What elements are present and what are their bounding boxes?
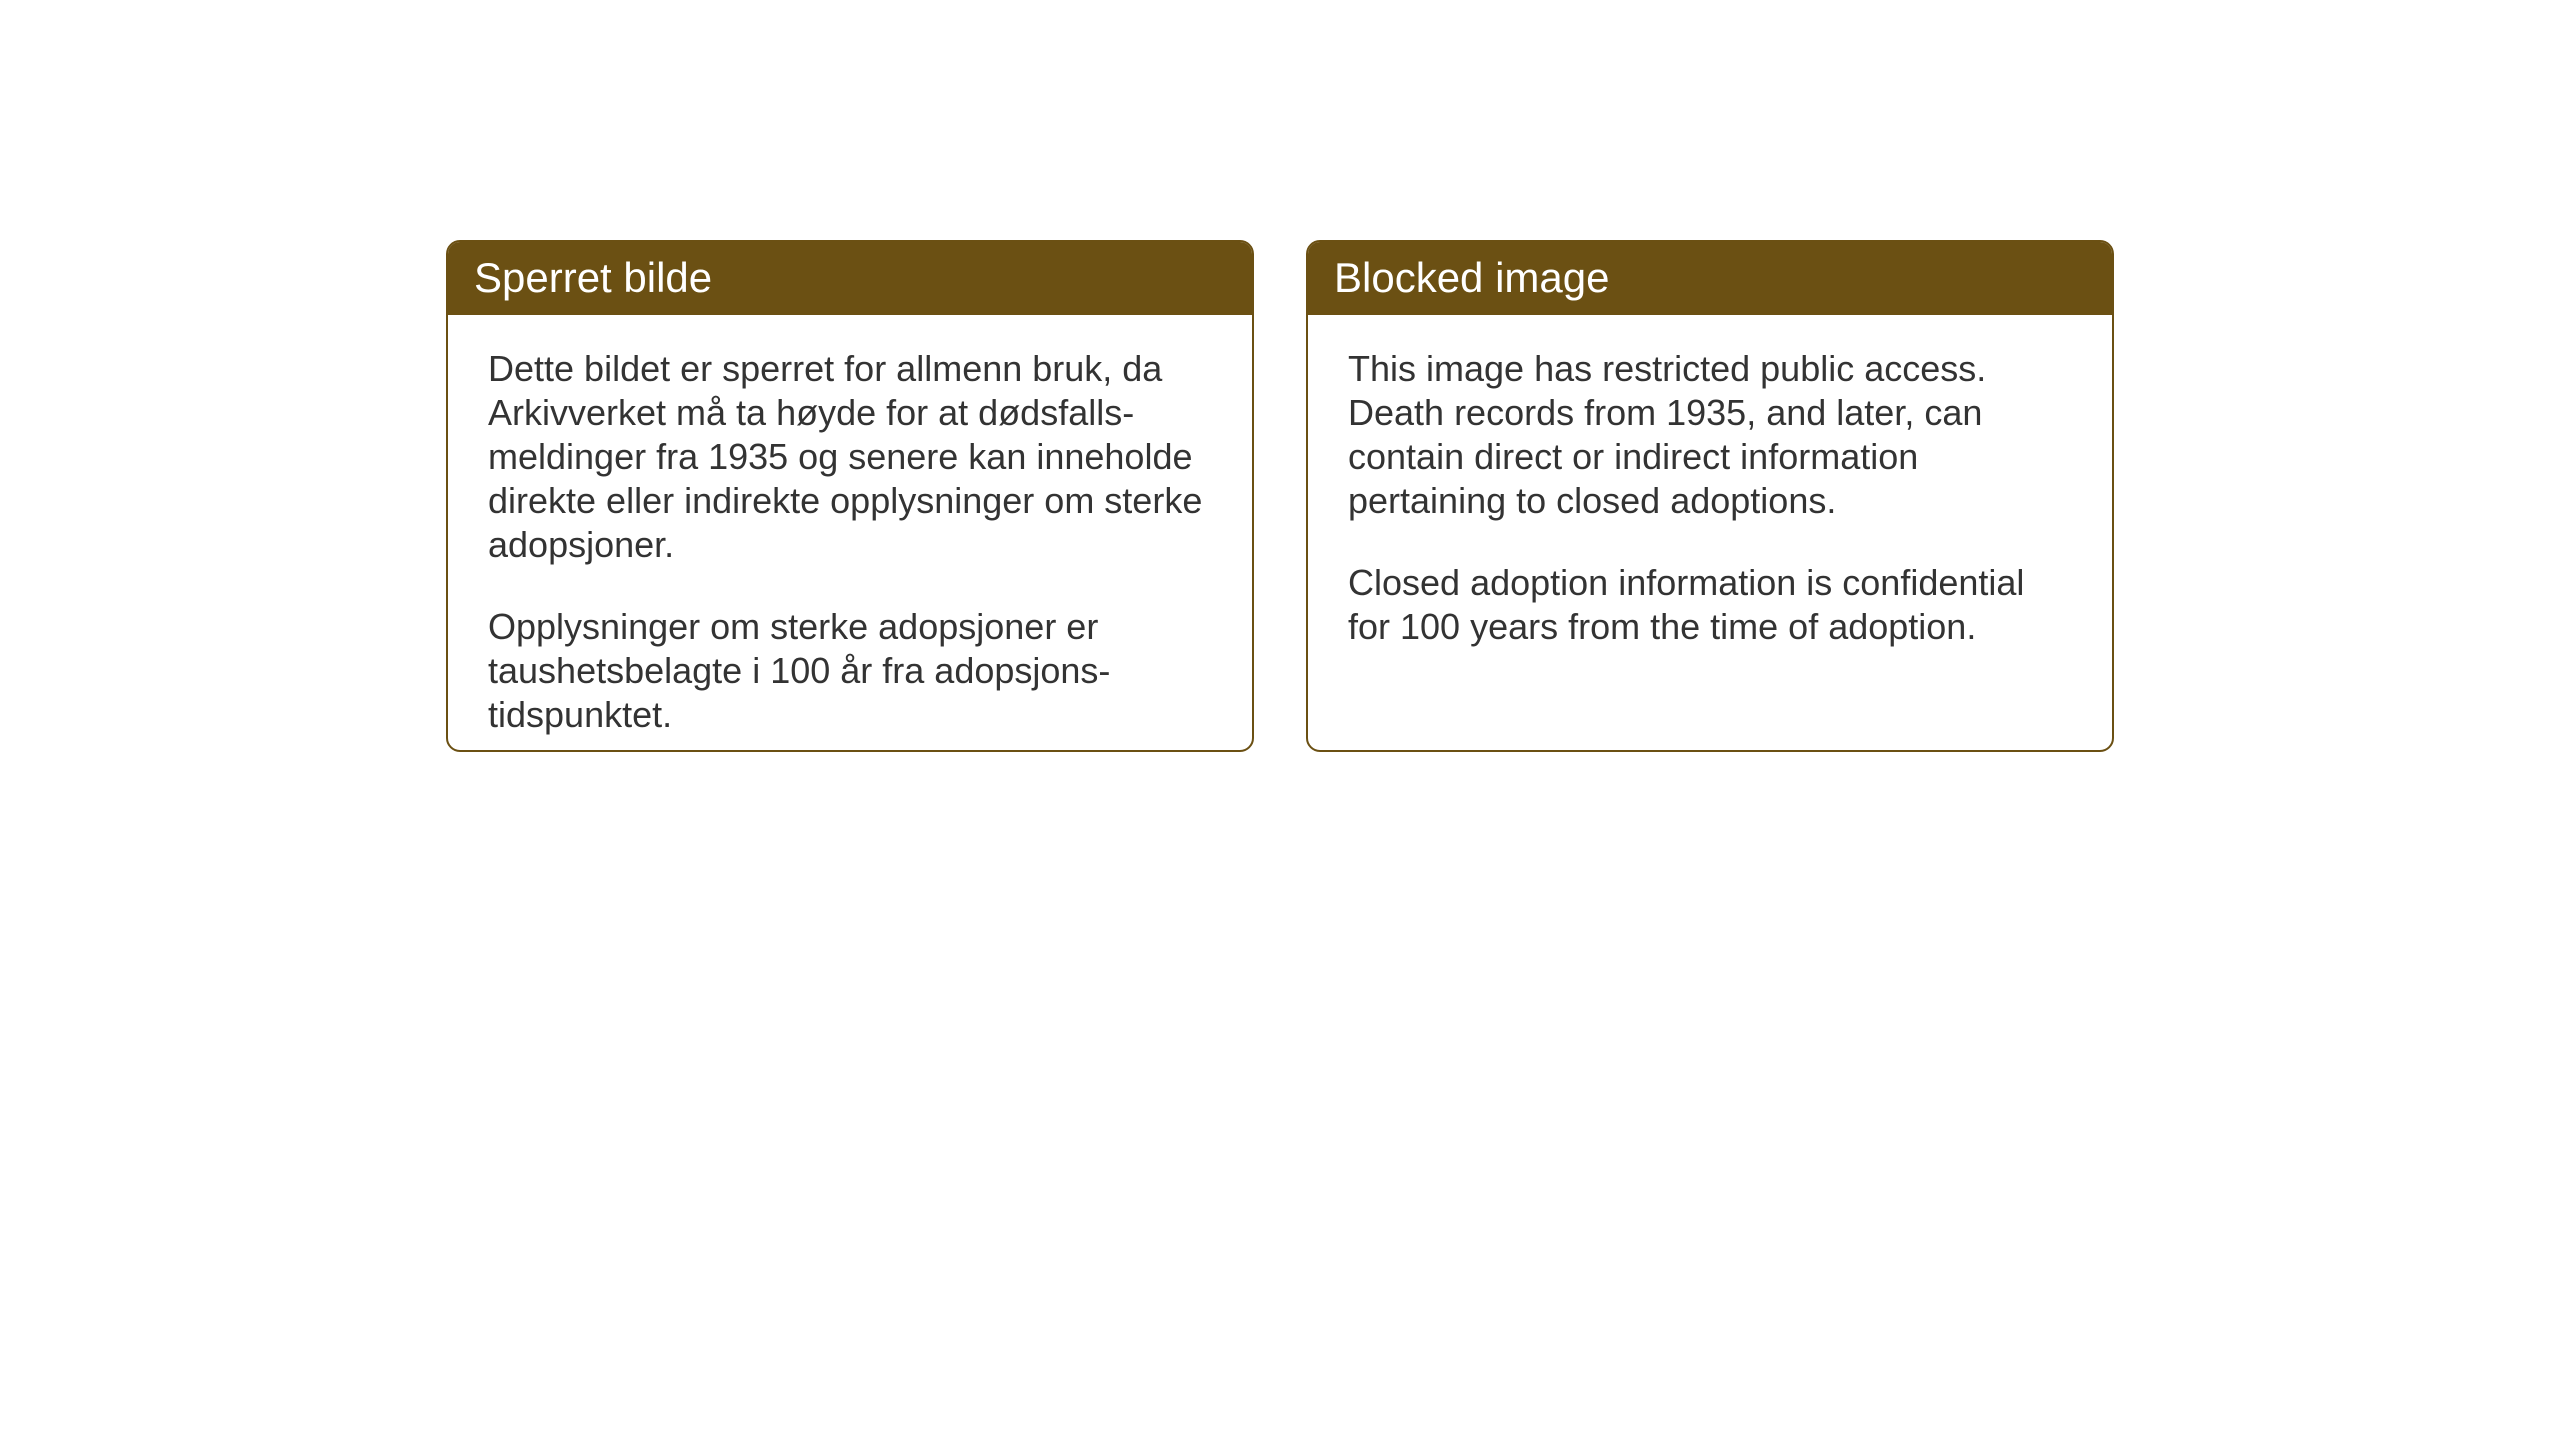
english-paragraph-2: Closed adoption information is confident… [1348,561,2072,649]
norwegian-card-title: Sperret bilde [448,242,1252,315]
english-paragraph-1: This image has restricted public access.… [1348,347,2072,523]
norwegian-card-body: Dette bildet er sperret for allmenn bruk… [448,315,1252,752]
notice-cards-container: Sperret bilde Dette bildet er sperret fo… [446,240,2114,752]
norwegian-paragraph-2: Opplysninger om sterke adopsjoner er tau… [488,605,1212,737]
english-notice-card: Blocked image This image has restricted … [1306,240,2114,752]
english-card-body: This image has restricted public access.… [1308,315,2112,680]
english-card-title: Blocked image [1308,242,2112,315]
norwegian-paragraph-1: Dette bildet er sperret for allmenn bruk… [488,347,1212,567]
norwegian-notice-card: Sperret bilde Dette bildet er sperret fo… [446,240,1254,752]
